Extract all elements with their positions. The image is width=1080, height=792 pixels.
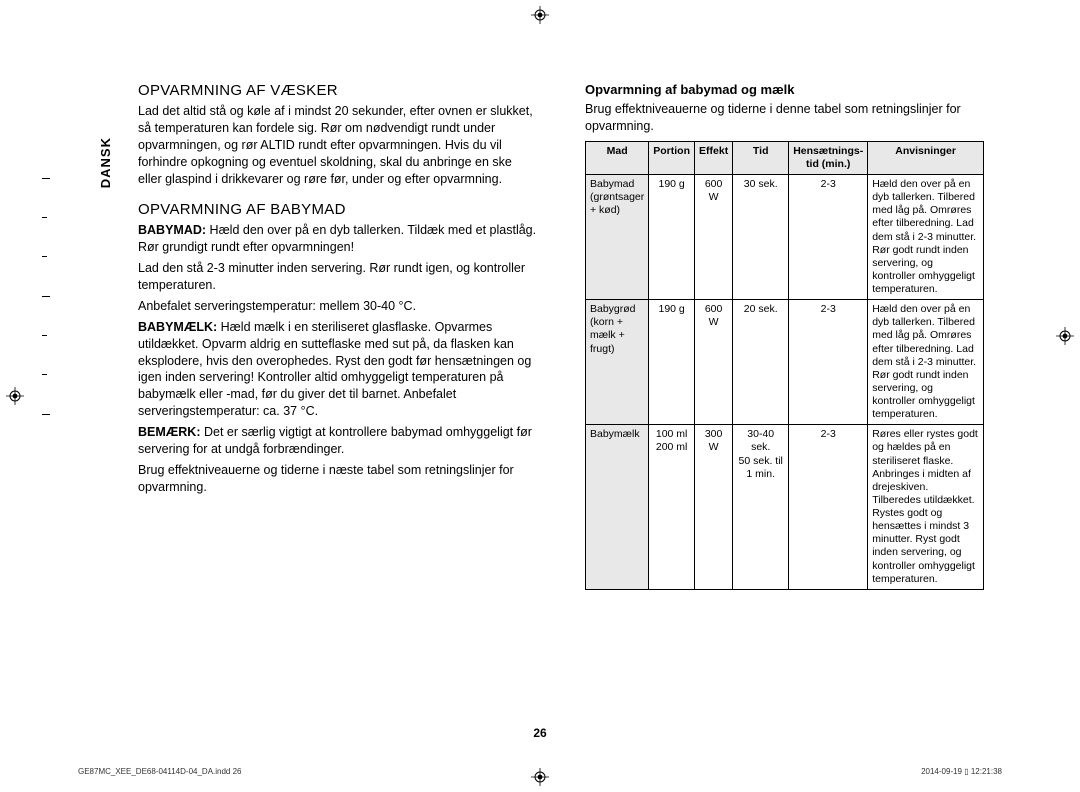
footer-left: GE87MC_XEE_DE68-04114D-04_DA.indd 26: [78, 767, 242, 776]
cell-power: 300 W: [695, 425, 733, 590]
th-time: Tid: [733, 141, 789, 174]
para-stand: Lad den stå 2-3 minutter inden servering…: [138, 260, 537, 294]
registration-mark-top-icon: [531, 6, 549, 24]
cell-instructions: Hæld den over på en dyb tallerken. Tilbe…: [868, 175, 984, 300]
content-area: DANSK OPVARMNING AF VÆSKER Lad det altid…: [96, 82, 984, 710]
left-column: OPVARMNING AF VÆSKER Lad det altid stå o…: [138, 82, 537, 710]
table-body: Babymad (grøntsager + kød) 190 g 600 W 3…: [586, 175, 984, 590]
registration-mark-right-icon: [1056, 327, 1074, 345]
cell-power: 600 W: [695, 300, 733, 425]
cell-food: Babymad (grøntsager + kød): [586, 175, 649, 300]
trim-ruler-right: [1033, 178, 1035, 414]
cell-time: 30 sek.: [733, 175, 789, 300]
cell-standing: 2-3: [789, 425, 868, 590]
table-row: Babymælk 100 ml 200 ml 300 W 30-40 sek. …: [586, 425, 984, 590]
registration-mark-left-icon: [6, 387, 24, 405]
cell-food: Babymælk: [586, 425, 649, 590]
trim-ruler-left: [45, 178, 47, 414]
cell-power: 600 W: [695, 175, 733, 300]
para-liquids: Lad det altid stå og køle af i mindst 20…: [138, 103, 537, 187]
cell-portion: 100 ml 200 ml: [649, 425, 695, 590]
cell-time: 30-40 sek. 50 sek. til 1 min.: [733, 425, 789, 590]
cell-instructions: Røres eller rystes godt og hældes på en …: [868, 425, 984, 590]
th-food: Mad: [586, 141, 649, 174]
table-row: Babymad (grøntsager + kød) 190 g 600 W 3…: [586, 175, 984, 300]
language-label: DANSK: [98, 137, 113, 188]
label-babymad: BABYMAD:: [138, 223, 206, 237]
cell-time: 20 sek.: [733, 300, 789, 425]
language-tab: DANSK: [96, 82, 114, 710]
label-babymilk: BABYMÆLK:: [138, 320, 217, 334]
cell-standing: 2-3: [789, 300, 868, 425]
heading-liquids: OPVARMNING AF VÆSKER: [138, 82, 537, 99]
label-note: BEMÆRK:: [138, 425, 201, 439]
table-row: Babygrød (korn + mælk + frugt) 190 g 600…: [586, 300, 984, 425]
right-column: Opvarmning af babymad og mælk Brug effek…: [585, 82, 984, 710]
cell-standing: 2-3: [789, 175, 868, 300]
para-babymad: BABYMAD: Hæld den over på en dyb tallerk…: [138, 222, 537, 256]
footer: GE87MC_XEE_DE68-04114D-04_DA.indd 26 201…: [78, 767, 1002, 776]
th-standing: Hensætnings-tid (min.): [789, 141, 868, 174]
para-note: BEMÆRK: Det er særlig vigtigt at kontrol…: [138, 424, 537, 458]
para-temp: Anbefalet serveringstemperatur: mellem 3…: [138, 298, 537, 315]
cell-portion: 190 g: [649, 300, 695, 425]
columns: OPVARMNING AF VÆSKER Lad det altid stå o…: [138, 82, 984, 710]
page-number: 26: [0, 726, 1080, 740]
text-babymilk: Hæld mælk i en steriliseret glasflaske. …: [138, 320, 531, 418]
para-guide: Brug effektniveauerne og tiderne i næste…: [138, 462, 537, 496]
cell-instructions: Hæld den over på en dyb tallerken. Tilbe…: [868, 300, 984, 425]
table-intro: Brug effektniveauerne og tiderne i denne…: [585, 101, 984, 135]
page: DANSK OPVARMNING AF VÆSKER Lad det altid…: [0, 0, 1080, 792]
th-power: Effekt: [695, 141, 733, 174]
para-babymilk: BABYMÆLK: Hæld mælk i en steriliseret gl…: [138, 319, 537, 420]
th-instructions: Anvisninger: [868, 141, 984, 174]
cell-food: Babygrød (korn + mælk + frugt): [586, 300, 649, 425]
heating-table: Mad Portion Effekt Tid Hensætnings-tid (…: [585, 141, 984, 590]
footer-right: 2014-09-19 ▯ 12:21:38: [921, 767, 1002, 776]
heading-table: Opvarmning af babymad og mælk: [585, 82, 984, 97]
heading-babyfood: OPVARMNING AF BABYMAD: [138, 201, 537, 218]
cell-portion: 190 g: [649, 175, 695, 300]
th-portion: Portion: [649, 141, 695, 174]
